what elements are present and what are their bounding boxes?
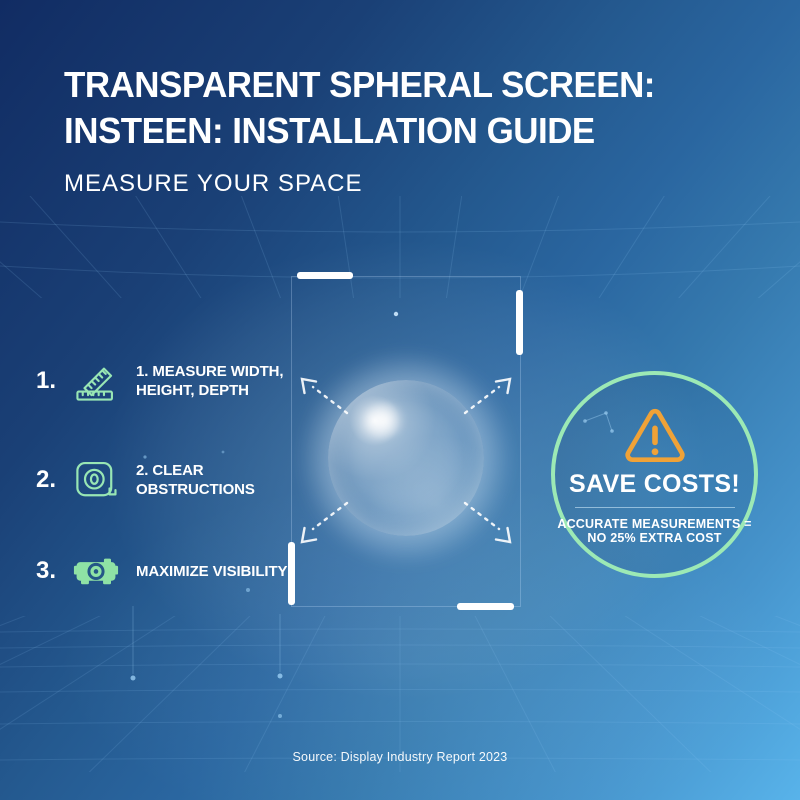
step-number: 1. bbox=[36, 367, 57, 394]
page-title: TRANSPARENT SPHERAL SCREEN: INSTEEN: INS… bbox=[64, 62, 655, 154]
step-label-line: 2. CLEAR bbox=[136, 462, 204, 479]
page-title-line1: TRANSPARENT SPHERAL SCREEN: bbox=[64, 64, 655, 105]
step-item-clear: 2. 2. CLEAR OBSTRUCTIONS bbox=[36, 458, 255, 502]
step-label: 1. MEASURE WIDTH, HEIGHT, DEPTH bbox=[136, 362, 284, 400]
step-label-line: 1. MEASURE WIDTH, bbox=[136, 363, 284, 380]
frame-bar-bottom bbox=[457, 603, 514, 610]
step-number: 2. bbox=[36, 466, 57, 493]
step-number: 3. bbox=[36, 557, 57, 584]
measuring-tape-icon bbox=[68, 458, 124, 502]
pin-lines bbox=[132, 606, 281, 674]
step-label: 2. CLEAR OBSTRUCTIONS bbox=[136, 461, 255, 499]
source-note: Source: Display Industry Report 2023 bbox=[292, 750, 508, 764]
step-label: MAXIMIZE VISIBILITY bbox=[136, 562, 288, 581]
ruler-icon bbox=[68, 360, 124, 402]
header: TRANSPARENT SPHERAL SCREEN: INSTEEN: INS… bbox=[64, 62, 673, 198]
step-label-line: MAXIMIZE VISIBILITY bbox=[136, 562, 288, 580]
projector-icon bbox=[68, 556, 124, 586]
step-item-measure: 1. 1. MEASURE WIDTH, HEIGHT, DEPTH bbox=[36, 360, 284, 402]
save-costs-badge: SAVE COSTS! ACCURATE MEASUREMENTS = NO 2… bbox=[551, 371, 758, 578]
badge-text-line2: NO 25% EXTRA COST bbox=[587, 531, 722, 545]
warning-triangle-icon bbox=[624, 408, 685, 462]
frame-bar-left bbox=[288, 542, 295, 605]
badge-text-line1: ACCURATE MEASUREMENTS = bbox=[557, 517, 752, 531]
badge-title: SAVE COSTS! bbox=[569, 470, 740, 498]
page-subtitle: MEASURE YOUR SPACE bbox=[64, 170, 363, 197]
frame-bar-right bbox=[516, 290, 523, 355]
transparent-sphere bbox=[328, 380, 484, 536]
step-item-visibility: 3. MAXIMIZE VISIBILITY bbox=[36, 556, 288, 586]
step-label-line: OBSTRUCTIONS bbox=[136, 481, 255, 498]
badge-divider bbox=[574, 507, 735, 508]
measurement-frame bbox=[291, 276, 521, 607]
frame-bar-top bbox=[297, 272, 353, 279]
step-label-line: HEIGHT, DEPTH bbox=[136, 382, 249, 399]
page-title-line2: INSTEEN: INSTALLATION GUIDE bbox=[64, 110, 595, 151]
